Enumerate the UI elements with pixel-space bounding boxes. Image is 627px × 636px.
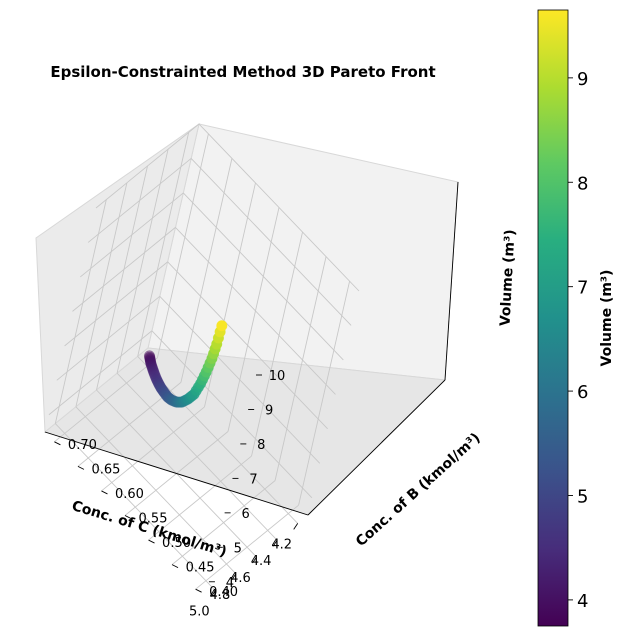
x-axis-label: Conc. of C (kmol/m³) — [70, 498, 229, 560]
x-grid-line — [137, 132, 190, 357]
chart-title: Epsilon-Constrainted Method 3D Pareto Fr… — [50, 63, 435, 81]
y-tick-mark — [101, 490, 108, 495]
x-tick-mark — [231, 573, 237, 581]
colorbar-tick-label: 7 — [577, 278, 588, 299]
y-tick-mark — [195, 588, 202, 593]
z-grid-line — [167, 261, 328, 430]
data-point — [216, 320, 228, 332]
y-grid-line — [54, 357, 158, 443]
x-tick-mark — [210, 590, 216, 597]
data-point — [143, 350, 155, 362]
colorbar-tick-label: 4 — [577, 591, 588, 612]
x-tick-label: 5.0 — [189, 605, 210, 620]
y-grid-line — [251, 231, 303, 457]
colorbar-tick-label: 5 — [577, 486, 588, 507]
y-tick-label: 0.70 — [68, 438, 97, 453]
colorbar-tick-label: 8 — [577, 173, 588, 194]
y-grid-line — [195, 504, 299, 590]
y-tick-label: 0.45 — [186, 561, 215, 576]
y-tick-mark — [171, 564, 179, 569]
y-grid-line — [148, 455, 252, 541]
x-grid-line — [75, 182, 128, 407]
y-grid-line — [156, 133, 209, 358]
z-grid-line — [182, 192, 344, 361]
colorbar-ticks: 4 5 6 7 8 9 — [568, 69, 588, 612]
y-grid-line — [274, 256, 327, 481]
z-tick-label: 5 — [234, 541, 242, 556]
z-grid-line — [95, 123, 200, 209]
colorbar-label: Volume (m³) — [599, 270, 615, 367]
z-grid-line — [151, 330, 313, 499]
y-tick-mark — [148, 539, 155, 544]
y-tick-label: 0.60 — [115, 487, 144, 502]
z-grid-line — [80, 192, 184, 278]
y-grid-line — [180, 158, 233, 383]
x-grid-line — [116, 149, 169, 374]
colorbar-tick-label: 6 — [577, 382, 588, 403]
z-tick-label: 6 — [241, 507, 249, 522]
y-grid-line — [227, 207, 280, 432]
tick-marks: 4.24.44.64.85.00.400.450.500.550.600.650… — [54, 369, 299, 620]
y-tick-mark — [77, 465, 85, 470]
z-axis-label: Volume (m³) — [497, 229, 518, 327]
z-grid-line — [72, 227, 176, 312]
y-tick-label: 0.50 — [162, 536, 191, 551]
z-grid-line — [64, 261, 168, 347]
z-tick-label: 9 — [265, 403, 273, 418]
data-points — [143, 320, 228, 408]
z-axis-line — [444, 181, 459, 381]
x-tick-mark — [272, 539, 278, 547]
y-tick-label: 0.55 — [139, 512, 168, 527]
y-grid-line — [298, 281, 351, 506]
y-grid-line — [101, 406, 205, 492]
x-grid-line — [96, 165, 148, 391]
z-grid-line — [190, 158, 352, 326]
x-grid-line — [54, 199, 107, 424]
z-tick-label: 10 — [269, 369, 286, 384]
x-tick-mark — [252, 556, 257, 564]
z-grid-line — [198, 123, 360, 292]
y-tick-mark — [54, 441, 61, 446]
x-axis-line — [44, 431, 309, 516]
colorbar-tick-label: 9 — [577, 69, 588, 90]
y-axis-line — [307, 379, 446, 516]
z-grid-line — [48, 330, 153, 416]
data-point — [144, 351, 156, 363]
y-tick-label: 0.65 — [91, 462, 120, 477]
z-tick-label: 8 — [257, 438, 265, 453]
z-grid-line — [159, 295, 321, 464]
grid-lines — [48, 123, 360, 591]
y-tick-mark — [124, 515, 132, 519]
z-grid-line — [175, 227, 336, 395]
y-tick-label: 0.40 — [209, 585, 238, 600]
z-tick-label: 7 — [249, 472, 257, 487]
x-tick-mark — [293, 523, 299, 530]
z-tick-label: 4 — [226, 576, 234, 591]
y-grid-line — [171, 480, 276, 565]
z-grid-line — [87, 158, 192, 243]
colorbar — [537, 9, 569, 627]
z-grid-line — [56, 295, 161, 381]
